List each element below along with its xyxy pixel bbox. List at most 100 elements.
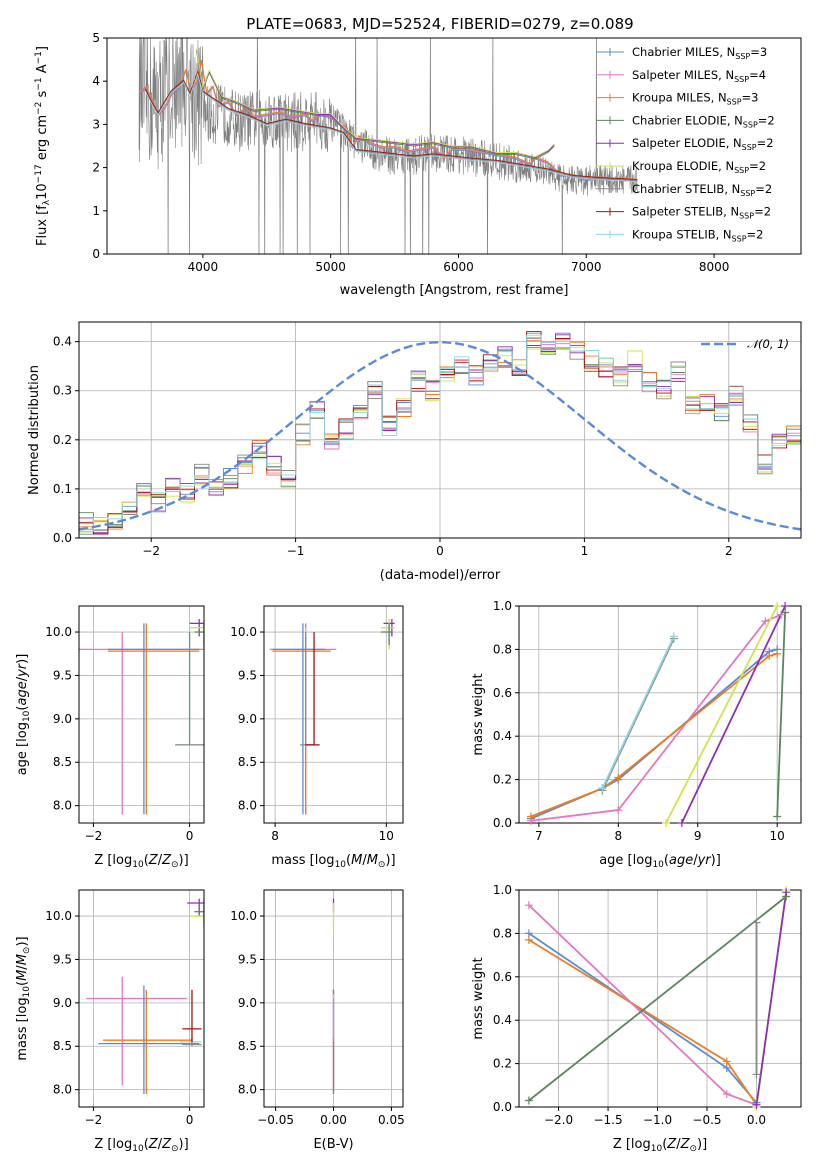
y-tick-label: 9.0 — [53, 996, 72, 1010]
panel-mass-weight-vs-age: 7 8 9 10 0.0 0.2 0.4 0.6 0.8 1.0 mass weight age [l… — [471, 599, 802, 870]
label-part: age — [15, 681, 30, 705]
legend-text: Salpeter MILES, N — [632, 68, 734, 82]
errorbar-point — [98, 985, 200, 1094]
y-tick-label: 0.1 — [53, 482, 72, 496]
label-part: 10 — [335, 860, 347, 870]
y-axis-label: Flux [fλ10−17 erg cm−2 s−1 A−1] — [34, 46, 52, 246]
weight-marker — [614, 773, 623, 782]
label-part: 10 — [22, 710, 32, 722]
label-part: A — [35, 64, 50, 77]
label-part: Z — [148, 853, 159, 868]
weight-line — [776, 612, 786, 817]
y-tick-label: 1 — [92, 204, 100, 218]
y-tick-label: 10.0 — [230, 625, 257, 639]
weight-marker — [782, 888, 791, 897]
label-part: )] — [385, 853, 395, 868]
legend-text: =4 — [749, 68, 766, 82]
legend-subscript: SSP — [742, 143, 757, 152]
label-part: ( — [664, 853, 669, 868]
y-tick-label: 0.3 — [53, 384, 72, 398]
errorbar-point — [380, 623, 392, 646]
axes-frame: 4000 5000 6000 7000 8000 0 1 2 3 4 5 Chabrier MILES… — [34, 31, 802, 298]
errorbar-point — [187, 898, 204, 917]
label-part: yr — [15, 662, 30, 678]
label-part: Z — [161, 853, 172, 868]
label-part: ] — [35, 46, 50, 51]
panel-residuals: −2 −1 0 1 2 0.0 0.1 0.2 0.3 0.4 𝒩(0, 1) (data-model… — [27, 321, 802, 583]
axes-frame: −0.05 0.00 0.05 8.0 8.5 9.0 9.5 10.0 E(B-V) — [230, 889, 405, 1152]
label-part: Z — [680, 1137, 691, 1152]
label-part: 10 — [132, 1144, 144, 1154]
errorbar-point — [182, 989, 202, 1042]
y-tick-label: 0.8 — [493, 642, 512, 656]
weight-marker — [761, 617, 770, 626]
label-part: ⊙ — [689, 1144, 697, 1154]
errorbar-point — [107, 623, 200, 815]
axes-frame: −2 −1 0 1 2 0.0 0.1 0.2 0.3 0.4 𝒩(0, 1) (data-model… — [27, 321, 802, 583]
label-part: M — [15, 970, 30, 981]
label-part: ⊙ — [378, 860, 386, 870]
errorbar-point — [189, 619, 204, 650]
weight-marker — [773, 812, 782, 821]
errorbar-point — [86, 976, 188, 1086]
label-part: age — [669, 853, 693, 868]
legend-text: Chabrier STELIB, N — [632, 182, 740, 196]
plot-area — [269, 619, 395, 815]
x-tick-label: 7000 — [571, 260, 602, 274]
label-part: / — [15, 965, 30, 970]
x-tick-label: 10 — [770, 829, 785, 843]
legend-subscript: SSP — [743, 120, 758, 129]
label-part: Z — [161, 1137, 172, 1152]
y-tick-label: 0.0 — [493, 816, 512, 830]
y-tick-label: 4 — [92, 74, 100, 88]
x-tick-label: 0.05 — [378, 1113, 405, 1127]
axes-box — [518, 889, 802, 1108]
legend-text: Kroupa ELODIE, N — [632, 159, 734, 173]
label-part: 10 — [35, 183, 50, 200]
panel-mass-vs-Z: −2 08.08.59.09.510.0Z [log10(Z/Z⊙)]mass [… — [15, 889, 205, 1154]
legend-entry: Kroupa MILES, NSSP=3 — [632, 91, 758, 107]
label-part: M — [351, 853, 362, 868]
legend-text: =2 — [749, 159, 766, 173]
legend-entry: 𝒩(0, 1) — [747, 337, 789, 351]
y-tick-label: 0.4 — [53, 335, 72, 349]
weight-line — [665, 606, 779, 823]
errorbar-point — [272, 623, 326, 815]
weight-line — [528, 895, 787, 1102]
errorbar-point — [175, 632, 204, 746]
x-tick-label: 10 — [379, 829, 394, 843]
y-tick-label: 0.0 — [53, 531, 72, 545]
label-part: )] — [711, 853, 721, 868]
x-tick-label: −1.5 — [593, 1113, 622, 1127]
panel-age-vs-Z: −2 08.08.59.09.510.0Z [log10(Z/Z⊙)]age [l… — [15, 605, 205, 870]
label-part: / — [15, 676, 30, 681]
label-part: )] — [15, 936, 30, 946]
model-salpeter-elodie — [196, 49, 555, 159]
label-part: 10 — [132, 860, 144, 870]
label-part: age [log — [599, 853, 652, 868]
x-axis-label: Z [log10(Z/Z⊙)] — [94, 853, 188, 870]
label-part: erg cm — [35, 115, 50, 164]
legend-text: =2 — [747, 227, 764, 241]
label-part: mass [log — [15, 997, 30, 1060]
x-tick-label: −1.0 — [643, 1113, 672, 1127]
y-tick-label: 9.5 — [238, 668, 257, 682]
x-tick-label: 8 — [614, 829, 622, 843]
legend-subscript: SSP — [740, 189, 755, 198]
label-part: )] — [15, 654, 30, 664]
weight-marker — [526, 812, 535, 821]
model-chabrier-elodie — [196, 50, 555, 160]
x-tick-label: 9 — [694, 829, 702, 843]
legend-text: =2 — [754, 205, 771, 219]
label-part: 10 — [651, 1144, 663, 1154]
y-axis-label: mass [log10(M/M⊙)] — [15, 936, 32, 1060]
errorbar-point — [305, 632, 320, 746]
weight-marker — [669, 632, 678, 641]
axes-frame: −2 08.08.59.09.510.0Z [log10(Z/Z⊙)]age [l… — [15, 605, 205, 870]
label-part: ( — [346, 853, 351, 868]
histogram-salpeter-elodie — [79, 334, 801, 534]
weight-line — [528, 904, 757, 1106]
y-tick-label: 8.0 — [53, 1083, 72, 1097]
plot-area — [138, 38, 638, 254]
axes-box — [263, 605, 404, 824]
